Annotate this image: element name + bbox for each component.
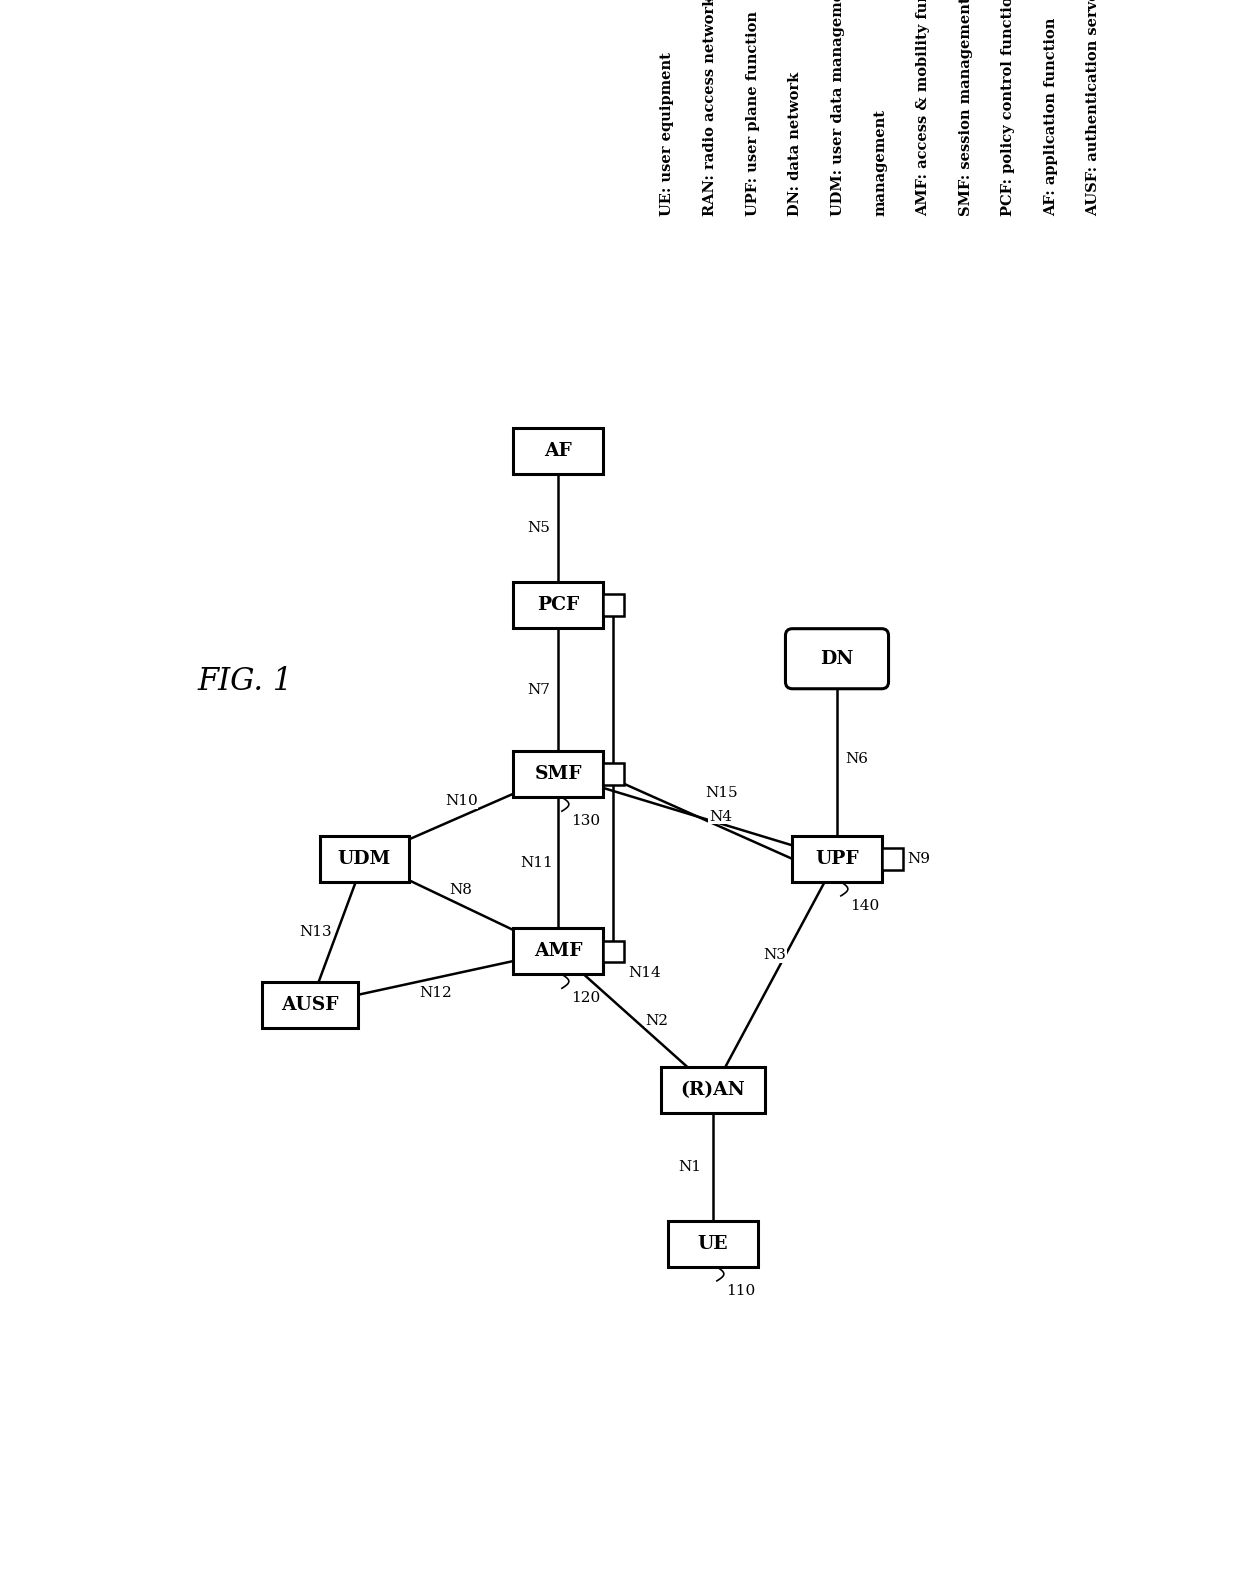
Text: N2: N2 [646,1013,668,1027]
Text: N6: N6 [844,751,868,765]
Text: PCF: policy control function: PCF: policy control function [1001,0,1016,216]
Bar [603,594,624,616]
Text: N10: N10 [445,794,477,808]
Text: 110: 110 [727,1285,755,1297]
Text: N9: N9 [908,851,930,865]
Text: UPF: UPF [815,850,859,869]
Text: N14: N14 [629,966,661,980]
Text: SMF: session management function: SMF: session management function [959,0,972,216]
Bar [262,981,358,1029]
Text: 130: 130 [572,815,600,829]
Bar [603,764,624,784]
Text: PCF: PCF [537,596,579,615]
Text: N4: N4 [709,810,733,824]
Text: SMF: SMF [534,765,582,783]
Text: (R)AN: (R)AN [681,1081,745,1099]
Text: N12: N12 [419,986,453,1000]
Text: N3: N3 [764,948,786,962]
Text: AF: AF [544,441,572,461]
Bar [513,929,603,975]
Text: management: management [873,110,888,216]
Text: N11: N11 [520,856,553,870]
Text: N13: N13 [299,926,332,939]
Text: N15: N15 [706,786,738,800]
Bar [792,835,882,881]
Text: AF: application function: AF: application function [1044,17,1058,216]
Text: AUSF: AUSF [281,996,339,1015]
Text: AUSF: authentication server function: AUSF: authentication server function [1086,0,1101,216]
Text: RAN: radio access network: RAN: radio access network [703,0,717,216]
Bar [668,1221,758,1267]
Text: N5: N5 [527,521,551,535]
Text: UDM: UDM [337,850,391,869]
Text: UE: user equipment: UE: user equipment [660,52,675,216]
Text: 120: 120 [572,991,600,1005]
Bar [513,427,603,473]
Text: FIG. 1: FIG. 1 [197,667,293,697]
Text: UPF: user plane function: UPF: user plane function [745,11,759,216]
Text: AMF: AMF [533,942,583,961]
Text: N7: N7 [527,683,551,697]
Text: DN: data network: DN: data network [789,71,802,216]
Text: 140: 140 [851,899,879,913]
Bar [661,1067,765,1113]
FancyBboxPatch shape [785,629,889,689]
Text: N1: N1 [678,1159,702,1174]
Bar [882,848,903,870]
Bar [513,581,603,627]
Text: N8: N8 [450,883,472,897]
Bar [603,940,624,962]
Text: DN: DN [821,649,853,667]
Bar [320,835,409,881]
Bar [513,751,603,797]
Text: UDM: user data management: UDM: user data management [831,0,844,216]
Text: UE: UE [698,1235,728,1253]
Text: AMF: access & mobility function: AMF: access & mobility function [916,0,930,216]
